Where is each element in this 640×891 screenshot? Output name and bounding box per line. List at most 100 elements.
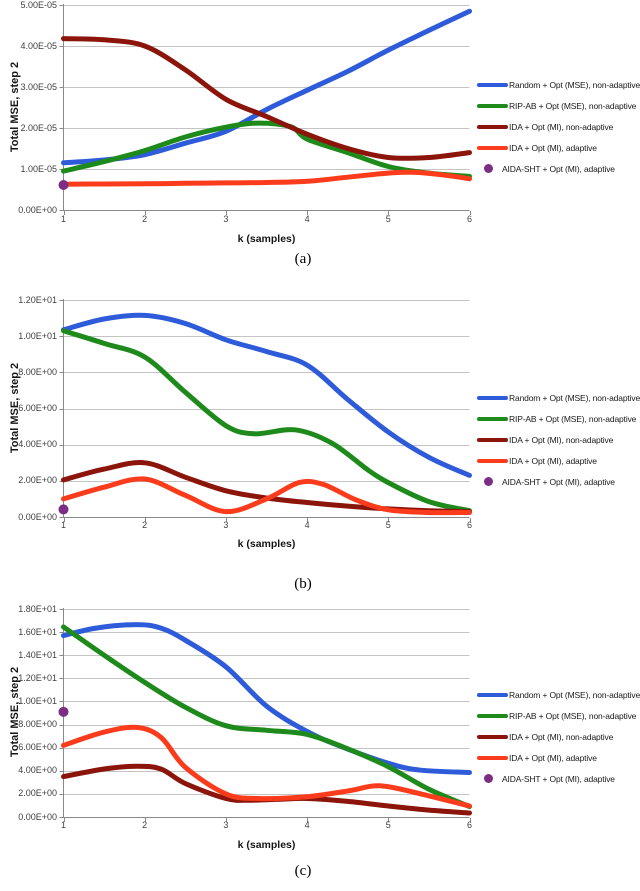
x-tick-label: 3 (223, 214, 229, 224)
legend-label: IDA + Opt (MI), adaptive (509, 752, 597, 763)
x-tick-label: 4 (304, 520, 310, 530)
legend-label: IDA + Opt (MI), adaptive (509, 142, 597, 153)
legend-line-swatch (477, 103, 508, 108)
legend-item-random: Random + Opt (MSE), non-adaptive (477, 387, 640, 408)
legend-line-swatch (477, 713, 508, 718)
legend-item-aida-dot: AIDA-SHT + Opt (MI), adaptive (477, 158, 640, 179)
y-tick-label: 8.00E+00 (18, 366, 57, 377)
legend-item-ida-ad: IDA + Opt (MI), adaptive (477, 137, 640, 158)
x-tick-label: 1 (60, 820, 66, 830)
y-axis-title: Total MSE, step 2 (9, 666, 21, 758)
y-tick-label: 0.00E+00 (18, 204, 57, 215)
legend-line-swatch (477, 124, 508, 129)
legend-dot-swatch (484, 477, 493, 486)
y-tick-label: 0.00E+00 (18, 811, 57, 822)
legend-label: IDA + Opt (MI), adaptive (509, 455, 597, 466)
legend-label: IDA + Opt (MI), non-adaptive (509, 731, 614, 742)
legend-item-random: Random + Opt (MSE), non-adaptive (477, 74, 640, 95)
x-tick-label: 5 (385, 820, 391, 830)
legend-label: IDA + Opt (MI), non-adaptive (509, 121, 614, 132)
y-tick-label: 8.00E+00 (18, 719, 57, 730)
legend-line-swatch (477, 755, 508, 760)
legend-item-ida-na: IDA + Opt (MI), non-adaptive (477, 429, 640, 450)
legend-label: AIDA-SHT + Opt (MI), adaptive (502, 163, 615, 174)
x-tick-label: 6 (466, 520, 472, 530)
y-tick-label: 4.00E+00 (18, 765, 57, 776)
legend-label: RIP-AB + Opt (MSE), non-adaptive (509, 100, 637, 111)
curve-random (61, 622, 472, 775)
legend-item-rip-ab: RIP-AB + Opt (MSE), non-adaptive (477, 95, 640, 116)
x-tick-label: 1 (60, 520, 66, 530)
legend-line-swatch (477, 395, 508, 400)
y-tick-label: 3.00E-05 (20, 81, 57, 92)
x-tick-label: 4 (304, 214, 310, 224)
y-tick-label: 2.00E+00 (18, 475, 57, 486)
legend-label: RIP-AB + Opt (MSE), non-adaptive (509, 710, 637, 721)
x-tick-label: 2 (142, 520, 148, 530)
curve-ida-na (61, 36, 472, 161)
point-aida-dot (58, 706, 69, 717)
x-tick-label: 3 (223, 820, 229, 830)
x-tick-label: 4 (304, 820, 310, 830)
legend-label: RIP-AB + Opt (MSE), non-adaptive (509, 413, 637, 424)
curve-ida-ad (61, 476, 472, 516)
legend-item-rip-ab: RIP-AB + Opt (MSE), non-adaptive (477, 705, 640, 726)
caption-c: (c) (294, 863, 312, 879)
caption-b: (b) (294, 576, 312, 592)
y-tick-label: 1.20E+01 (18, 294, 57, 305)
legend-item-random: Random + Opt (MSE), non-adaptive (477, 684, 640, 705)
legend-item-ida-ad: IDA + Opt (MI), adaptive (477, 450, 640, 471)
legend-chart-b: Random + Opt (MSE), non-adaptive RIP-AB +… (477, 387, 640, 492)
curve-rip-ab (61, 120, 472, 179)
legend-item-ida-na: IDA + Opt (MI), non-adaptive (477, 726, 640, 747)
y-tick-label: 1.00E-05 (20, 163, 57, 174)
legend-line-swatch (477, 692, 508, 697)
legend-label: AIDA-SHT + Opt (MI), adaptive (502, 476, 615, 487)
curve-random (61, 312, 472, 478)
legend-item-aida-dot: AIDA-SHT + Opt (MI), adaptive (477, 768, 640, 789)
curve-ida-ad (61, 724, 472, 809)
legend-label: Random + Opt (MSE), non-adaptive (509, 392, 640, 403)
x-axis-title: k (samples) (237, 233, 296, 245)
y-axis-title: Total MSE, step 2 (9, 61, 21, 152)
point-aida-dot (58, 179, 69, 190)
x-tick-label: 3 (223, 520, 229, 530)
legend-item-ida-na: IDA + Opt (MI), non-adaptive (477, 116, 640, 137)
legend-item-ida-ad: IDA + Opt (MI), adaptive (477, 747, 640, 768)
legend-line-swatch (477, 82, 508, 87)
legend-line-swatch (477, 458, 508, 463)
x-tick-label: 5 (385, 520, 391, 530)
x-tick-label: 2 (142, 820, 148, 830)
curve-rip-ab (61, 328, 472, 514)
y-tick-label: 0.00E+00 (18, 511, 57, 522)
y-tick-label: 1.40E+01 (18, 649, 57, 660)
legend-label: Random + Opt (MSE), non-adaptive (509, 689, 640, 700)
x-tick-label: 2 (142, 214, 148, 224)
legend-label: IDA + Opt (MI), non-adaptive (509, 434, 614, 445)
x-tick-label: 6 (466, 214, 472, 224)
y-tick-label: 4.00E+00 (18, 439, 57, 450)
x-tick-label: 5 (385, 214, 391, 224)
legend-dot-swatch (484, 164, 493, 173)
legend-item-rip-ab: RIP-AB + Opt (MSE), non-adaptive (477, 408, 640, 429)
y-tick-label: 1.00E+01 (18, 695, 57, 706)
legend-item-aida-dot: AIDA-SHT + Opt (MI), adaptive (477, 471, 640, 492)
legend-chart-c: Random + Opt (MSE), non-adaptive RIP-AB +… (477, 684, 640, 789)
legend-line-swatch (477, 416, 508, 421)
y-tick-label: 5.00E-05 (20, 0, 57, 10)
legend-label: Random + Opt (MSE), non-adaptive (509, 79, 640, 90)
legend-label: AIDA-SHT + Opt (MI), adaptive (502, 773, 615, 784)
y-tick-label: 1.20E+01 (18, 672, 57, 683)
curve-random (61, 8, 472, 166)
curve-ida-ad (61, 169, 472, 187)
y-tick-label: 1.80E+01 (18, 603, 57, 614)
x-axis-title: k (samples) (237, 538, 296, 550)
y-tick-label: 6.00E+00 (18, 403, 57, 413)
y-tick-label: 1.60E+01 (18, 626, 57, 637)
y-tick-label: 4.00E-05 (20, 40, 57, 51)
y-tick-label: 1.00E+01 (18, 330, 57, 341)
caption-a: (a) (294, 251, 312, 267)
y-tick-label: 6.00E+00 (18, 742, 57, 753)
